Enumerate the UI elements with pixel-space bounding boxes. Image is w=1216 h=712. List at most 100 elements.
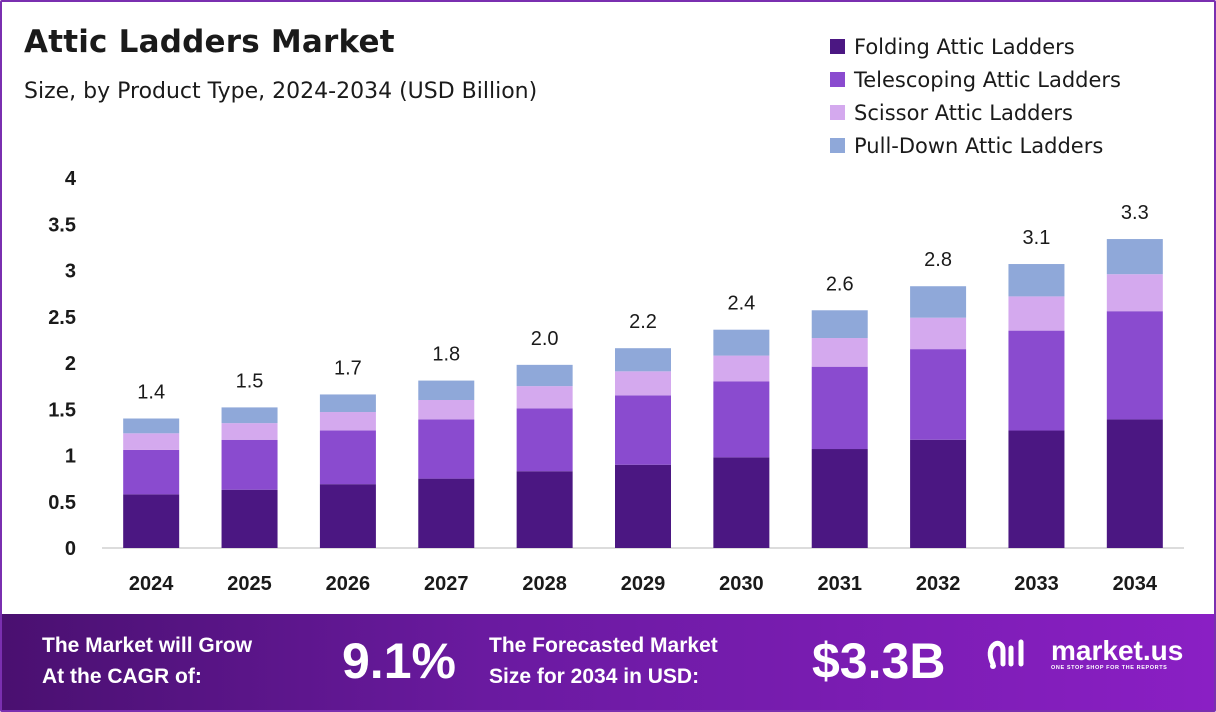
x-tick-label: 2032 (916, 573, 961, 595)
bar-segment (1008, 296, 1065, 331)
legend-swatch (830, 72, 845, 87)
bar-segment (123, 418, 180, 434)
legend-label: Telescoping Attic Ladders (854, 67, 1121, 92)
bar-segment (1008, 264, 1065, 297)
bar-segment (1008, 430, 1065, 548)
bar-segment (319, 484, 376, 548)
legend-item: Telescoping Attic Ladders (830, 63, 1121, 96)
bar-total-label: 1.7 (334, 357, 362, 379)
y-tick-label: 0.5 (48, 492, 76, 514)
bar-segment (418, 380, 475, 400)
bar-segment (221, 423, 278, 440)
bar-segment (615, 395, 671, 465)
bar-segment (319, 430, 376, 485)
bar-total-label: 2.4 (727, 293, 755, 315)
bar-segment (221, 439, 278, 490)
legend-item: Folding Attic Ladders (830, 30, 1121, 63)
y-tick-label: 0 (65, 538, 76, 560)
logo-tagline: ONE STOP SHOP FOR THE REPORTS (1051, 665, 1168, 671)
x-tick-label: 2024 (129, 573, 174, 595)
legend-swatch (830, 105, 845, 120)
bar-segment (811, 338, 868, 367)
bar-segment (1106, 311, 1163, 420)
x-tick-label: 2027 (424, 573, 469, 595)
bar-segment (615, 371, 671, 396)
bar-total-label: 2.2 (629, 311, 657, 333)
bar-segment (123, 433, 180, 450)
bar-segment (910, 349, 967, 440)
bar-segment (910, 286, 967, 318)
legend: Folding Attic Ladders Telescoping Attic L… (830, 30, 1121, 162)
bar-segment (319, 394, 376, 413)
bar-segment (1008, 330, 1065, 431)
bar-segment (615, 464, 671, 548)
cagr-value: 9.1% (342, 633, 456, 689)
market-us-logo-icon (987, 639, 1024, 669)
footer-banner: The Market will Grow At the CAGR of: 9.1… (2, 614, 1214, 710)
bar-segment (713, 381, 770, 458)
legend-label: Folding Attic Ladders (854, 34, 1075, 59)
cagr-label-line2: At the CAGR of: (42, 665, 202, 688)
market-us-logo[interactable]: market.us ONE STOP SHOP FOR THE REPORTS (987, 636, 1183, 672)
bar-total-label: 1.8 (432, 344, 460, 366)
bar-total-label: 3.1 (1023, 227, 1051, 249)
y-tick-label: 2.5 (48, 307, 76, 329)
bar-segment (910, 439, 967, 548)
y-tick-label: 1.5 (48, 399, 76, 421)
bar-segment (910, 317, 967, 350)
bar-segment (319, 412, 376, 431)
chart-title: Attic Ladders Market (24, 24, 395, 60)
cagr-label: The Market will Grow At the CAGR of: (42, 630, 252, 692)
stacked-bar-chart: 0 0.5 1 1.5 2 2.5 3 3.5 4 1.4 2024 1.5 2025 1.7 2026 1.… (48, 168, 1184, 595)
bar-total-label: 2.0 (531, 328, 559, 350)
bar-segment (713, 355, 770, 382)
x-tick-label: 2033 (1014, 573, 1059, 595)
legend-item: Scissor Attic Ladders (830, 96, 1121, 129)
bar-segment (811, 449, 868, 548)
bar-segment (1106, 419, 1163, 548)
bar-segment (516, 408, 573, 472)
bar-segment (615, 348, 671, 372)
logo-name: market.us (1051, 635, 1184, 666)
x-tick-label: 2028 (522, 573, 567, 595)
legend-item: Pull-Down Attic Ladders (830, 129, 1121, 162)
chart-subtitle: Size, by Product Type, 2024-2034 (USD Bi… (24, 79, 538, 104)
x-tick-label: 2029 (621, 573, 666, 595)
bar-segment (418, 400, 475, 420)
y-tick-label: 3.5 (48, 214, 76, 236)
y-tick-label: 1 (65, 446, 76, 468)
forecast-label-line1: The Forecasted Market (489, 634, 718, 657)
bar-segment (1106, 239, 1163, 275)
forecast-label-line2: Size for 2034 in USD: (489, 665, 700, 688)
forecast-label: The Forecasted Market Size for 2034 in U… (489, 630, 718, 692)
bar-segment (713, 457, 770, 548)
bar-segment (418, 419, 475, 479)
bar-segment (713, 329, 770, 356)
y-tick-label: 4 (65, 168, 77, 190)
bar-segment (123, 449, 180, 495)
forecast-value: $3.3B (812, 633, 946, 689)
x-tick-label: 2026 (326, 573, 371, 595)
bar-segment (221, 407, 278, 424)
bar-total-label: 1.5 (236, 370, 264, 392)
bar-total-label: 3.3 (1121, 202, 1149, 224)
bar-segment (811, 366, 868, 450)
bar-segment (418, 478, 475, 548)
bar-segment (123, 494, 180, 548)
bar-total-label: 1.4 (137, 382, 165, 404)
bar-segment (1106, 274, 1163, 312)
cagr-label-line1: The Market will Grow (42, 634, 253, 657)
bar-segment (516, 471, 573, 548)
bar-segment (516, 386, 573, 409)
bar-total-label: 2.8 (924, 249, 952, 271)
x-tick-label: 2034 (1113, 573, 1158, 595)
logo-text: market.us ONE STOP SHOP FOR THE REPORTS (1051, 635, 1184, 672)
legend-swatch (830, 138, 845, 153)
bar-total-label: 2.6 (826, 273, 854, 295)
bar-segment (811, 310, 868, 339)
legend-swatch (830, 39, 845, 54)
legend-label: Pull-Down Attic Ladders (854, 133, 1104, 158)
x-tick-label: 2025 (227, 573, 272, 595)
y-tick-label: 2 (65, 353, 76, 375)
